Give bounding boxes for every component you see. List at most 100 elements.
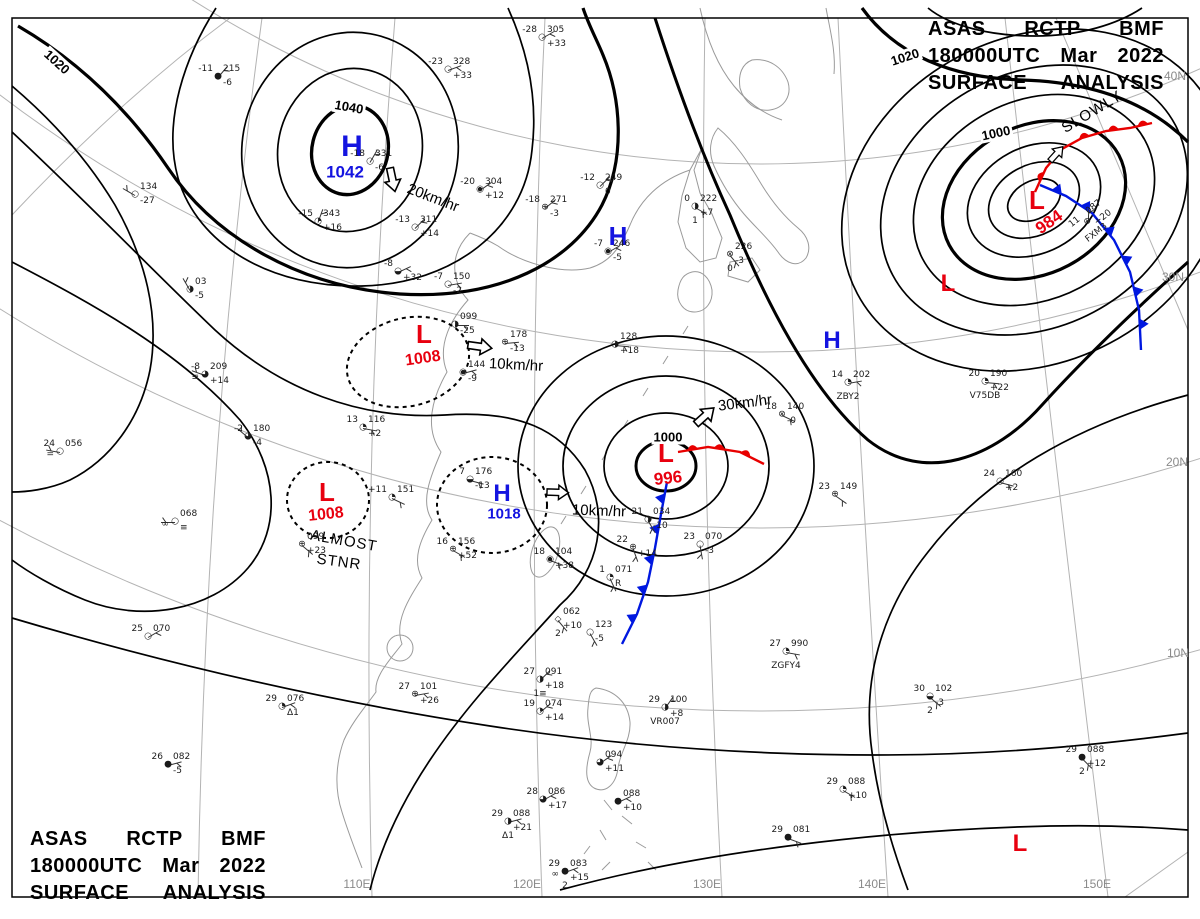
station-pressure: 209 xyxy=(210,362,228,372)
station-symbol: ◉ xyxy=(604,246,612,257)
high-center-symbol: H xyxy=(823,327,841,354)
station-symbol: ○ xyxy=(131,189,139,200)
station-change: -5 xyxy=(173,766,182,776)
cold-front-pip xyxy=(1051,183,1062,195)
station-symbol: ⊕ xyxy=(1081,215,1094,228)
station-pressure: 123 xyxy=(595,620,613,630)
station-pressure: 311 xyxy=(420,215,438,225)
cold-front-pip xyxy=(636,584,648,596)
coast-honshu xyxy=(710,127,810,265)
station-change: +10 xyxy=(563,621,582,631)
cold-front-pip xyxy=(626,613,638,624)
movement-arrow xyxy=(546,483,570,501)
pressure-center-value: 996 xyxy=(652,467,684,489)
station-symbol: ◑ xyxy=(451,319,459,330)
low-center-symbol: L xyxy=(940,270,956,297)
isobar-label: 1000 xyxy=(651,429,685,445)
station-pressure: 202 xyxy=(853,370,871,380)
station-symbol: ○ xyxy=(996,476,1004,487)
station-temp: 27 xyxy=(769,639,781,649)
coast-hokkaido xyxy=(739,59,790,111)
station-temp: 23 xyxy=(683,532,695,542)
station-id: 2 xyxy=(1079,767,1085,777)
station-temp: 29 xyxy=(648,695,660,705)
station-symbol: ◇ xyxy=(554,614,562,625)
station-change: Δ1 xyxy=(287,708,299,718)
station-change: -3 xyxy=(705,546,714,556)
station-change: -13 xyxy=(475,481,490,491)
station-symbol: ◒ xyxy=(926,691,934,702)
station-symbol: ◔ xyxy=(536,706,544,717)
low-center-symbol: L xyxy=(658,438,674,468)
low-center-symbol: L xyxy=(416,319,432,349)
station-pressure: 070 xyxy=(705,532,723,542)
title-block-top-right: ASAS RCTP BMF 180000UTC Mar 2022 SURFACE… xyxy=(928,16,1164,97)
station-pressure: 068 xyxy=(180,509,198,519)
latitude-label: 20N xyxy=(1165,455,1189,469)
station-change: +18 xyxy=(545,681,564,691)
station-change: +7 xyxy=(700,208,714,218)
station-id: Δ1 xyxy=(502,831,514,841)
fronts-and-arrows xyxy=(383,120,1153,645)
station-temp: 29 xyxy=(548,859,560,869)
station-change: -4 xyxy=(253,438,262,448)
coast-sakhalin xyxy=(825,7,835,75)
longitude-label: 110E xyxy=(343,877,371,891)
title-line-3: SURFACE ANALYSIS xyxy=(30,882,266,904)
station-pressure: 070 xyxy=(153,624,171,634)
station-symbol: ○ xyxy=(696,539,704,550)
station-pressure: 990 xyxy=(791,639,809,649)
station-pressure: 083 xyxy=(570,859,588,869)
station-pressure: 150 xyxy=(453,272,471,282)
pressure-center-value: 1008 xyxy=(307,504,345,525)
movement-arrow xyxy=(383,166,402,193)
station-temp: 26 xyxy=(151,752,163,762)
station-temp: 19 xyxy=(523,699,535,709)
movement-speed-label: 10km/hr xyxy=(488,355,544,375)
warm-front-pip xyxy=(1137,120,1149,127)
station-change: +15 xyxy=(570,873,589,883)
station-symbol: ◕ xyxy=(201,369,209,380)
station-temp: -18 xyxy=(525,195,540,205)
cold-front-pip xyxy=(1104,226,1115,237)
station-temp: -7 xyxy=(434,272,443,282)
station-symbol: ⊕ xyxy=(629,542,637,553)
movement-speed-label: 10km/hr xyxy=(571,501,627,521)
station-temp: 18 xyxy=(765,402,777,412)
station-symbol: ⊕ xyxy=(411,689,419,700)
station-temp: 0 xyxy=(684,194,690,204)
station-temp: 1 xyxy=(599,565,605,575)
station-temp: 30 xyxy=(913,684,925,694)
high-center-symbol: H xyxy=(493,480,511,507)
station-change: +14 xyxy=(545,713,564,723)
station-temp: 24 xyxy=(43,439,55,449)
station-temp: 22 xyxy=(616,535,628,545)
station-symbol: ◔ xyxy=(314,216,322,227)
title-line-2: 180000UTC Mar 2022 xyxy=(30,855,266,877)
station-change: +14 xyxy=(638,549,657,559)
station-pressure: 328 xyxy=(453,57,471,67)
station-temp: 28 xyxy=(526,787,538,797)
station-temp: 21 xyxy=(631,507,643,517)
station-change: R xyxy=(615,579,622,589)
station-symbol: ⊕ xyxy=(501,337,509,348)
station-change: +33 xyxy=(547,39,566,49)
station-pressure: 151 xyxy=(397,485,415,495)
station-temp: -18 xyxy=(350,149,365,159)
station-pressure: 102 xyxy=(935,684,953,694)
warm-front-pip xyxy=(713,444,725,450)
title-block-bottom-left: ASAS RCTP BMF 180000UTC Mar 2022 SURFACE… xyxy=(30,826,266,907)
station-pressure: 304 xyxy=(485,177,503,187)
station-temp: 18 xyxy=(533,547,545,557)
latitude-label: 30N xyxy=(1161,270,1185,284)
station-change: +14 xyxy=(210,376,229,386)
station-symbol: ◔ xyxy=(839,784,847,795)
station-temp: -15 xyxy=(298,209,313,219)
high-center-symbol: H xyxy=(608,221,628,251)
movement-speed-label: 30km/hr xyxy=(717,391,773,415)
station-pressure: 099 xyxy=(307,532,325,542)
warm-front-pip xyxy=(1079,132,1090,139)
station-temp: -8 xyxy=(384,259,393,269)
longitude-label: 120E xyxy=(512,877,542,891)
